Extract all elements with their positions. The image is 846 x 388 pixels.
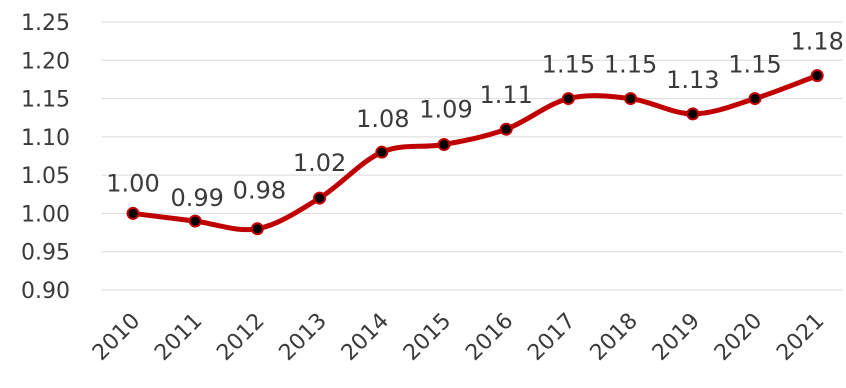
- x-tick-label: 2020: [710, 309, 767, 366]
- data-point: [810, 69, 824, 83]
- y-axis-tick-labels: 0.90 0.95 1.00 1.05 1.10 1.15 1.20 1.25: [21, 11, 70, 304]
- data-point: [686, 107, 700, 121]
- data-label: 1.08: [356, 105, 409, 133]
- data-point: [499, 122, 513, 136]
- y-tick-label: 1.00: [21, 202, 70, 227]
- data-label: 1.11: [479, 81, 532, 109]
- x-tick-label: 2016: [461, 309, 518, 366]
- y-tick-label: 1.15: [21, 88, 70, 113]
- data-label: 1.00: [106, 169, 159, 197]
- data-points: [126, 69, 824, 236]
- y-tick-label: 1.25: [21, 11, 70, 36]
- data-label: 1.18: [790, 28, 843, 56]
- data-label: 1.15: [542, 51, 595, 79]
- x-tick-label: 2017: [523, 309, 580, 366]
- data-point: [561, 92, 575, 106]
- data-label: 1.02: [293, 149, 346, 177]
- data-point: [313, 191, 327, 205]
- x-tick-label: 2015: [399, 309, 456, 366]
- x-tick-label: 2019: [648, 309, 705, 366]
- data-labels: 1.00 0.99 0.981.02 1.08 1.091.11 1.15 1.15 1.13…: [106, 28, 844, 212]
- data-point: [188, 214, 202, 228]
- x-axis-tick-labels: 2010 2011 2012 2013 2014 2015 2016 2017 2018 2019…: [88, 309, 829, 366]
- x-tick-label: 2013: [275, 309, 332, 366]
- data-label: 1.13: [666, 66, 719, 94]
- data-point: [375, 145, 389, 159]
- y-tick-label: 0.95: [21, 241, 70, 266]
- data-label: 0.98: [233, 177, 286, 205]
- x-tick-label: 2014: [337, 309, 394, 366]
- data-label: 1.09: [419, 96, 472, 124]
- y-tick-label: 1.05: [21, 164, 70, 189]
- data-label: 1.15: [728, 51, 781, 79]
- data-point: [437, 138, 451, 152]
- y-tick-label: 1.10: [21, 126, 70, 151]
- x-tick-label: 2010: [88, 309, 145, 366]
- y-tick-label: 1.20: [21, 49, 70, 74]
- data-point: [748, 92, 762, 106]
- data-point: [624, 92, 638, 106]
- data-label: 0.99: [170, 184, 223, 212]
- x-tick-label: 2012: [212, 309, 269, 366]
- data-point: [250, 222, 264, 236]
- y-tick-label: 0.90: [21, 279, 70, 304]
- x-tick-label: 2018: [586, 309, 643, 366]
- data-point: [126, 206, 140, 220]
- x-tick-label: 2011: [150, 309, 207, 366]
- x-tick-label: 2021: [772, 309, 829, 366]
- data-label: 1.15: [604, 51, 657, 79]
